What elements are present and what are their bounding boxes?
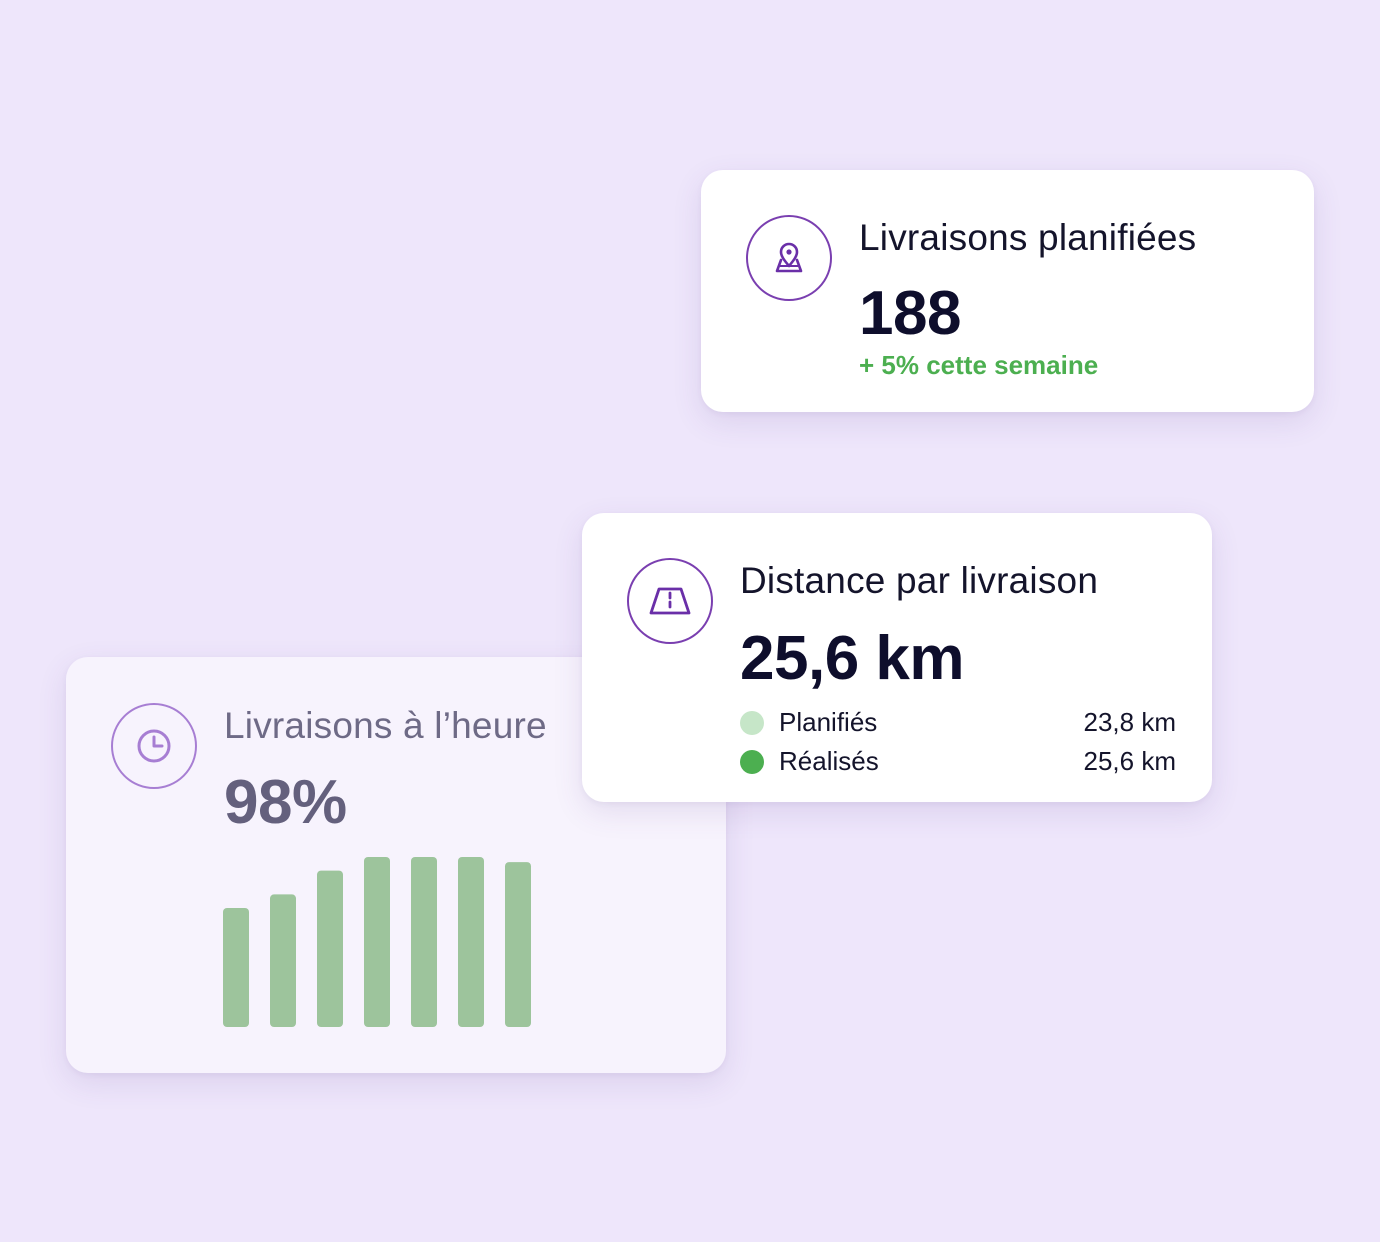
distance-title: Distance par livraison (740, 560, 1099, 601)
ontime-bar-3 (317, 870, 343, 1027)
distance-per-delivery-card: Distance par livraison 25,6 km Planifiés… (582, 513, 1212, 802)
ontime-bar-6 (458, 857, 484, 1027)
legend-value-planned: 23,8 km (1083, 707, 1177, 737)
legend-value-realised: 25,6 km (1083, 746, 1177, 776)
ontime-bar-2 (270, 894, 296, 1027)
ontime-bar-1 (223, 908, 249, 1027)
legend-row-planned: Planifiés 23,8 km (740, 707, 1176, 739)
realised-dot (740, 750, 764, 774)
ontime-bar-4 (364, 857, 390, 1027)
ontime-bar-5 (411, 857, 437, 1027)
distance-value: 25,6 km (740, 624, 965, 693)
planned-trend-badge: + 5% cette semaine (859, 350, 1099, 380)
planned-deliveries-card: Livraisons planifiées 188 + 5% cette sem… (701, 170, 1314, 412)
legend-label-planned: Planifiés (779, 707, 878, 737)
clock-icon (111, 703, 197, 789)
ontime-title: Livraisons à l’heure (224, 705, 547, 746)
planned-dot (740, 711, 764, 735)
planned-value: 188 (859, 279, 961, 348)
road-icon (627, 558, 713, 644)
ontime-bar-chart (223, 857, 531, 1027)
ontime-value: 98% (224, 768, 347, 837)
ontime-bar-7 (505, 862, 531, 1027)
legend-row-realised: Réalisés 25,6 km (740, 746, 1176, 778)
legend-label-realised: Réalisés (779, 746, 879, 776)
planned-title: Livraisons planifiées (859, 217, 1197, 258)
map-pin-icon (746, 215, 832, 301)
